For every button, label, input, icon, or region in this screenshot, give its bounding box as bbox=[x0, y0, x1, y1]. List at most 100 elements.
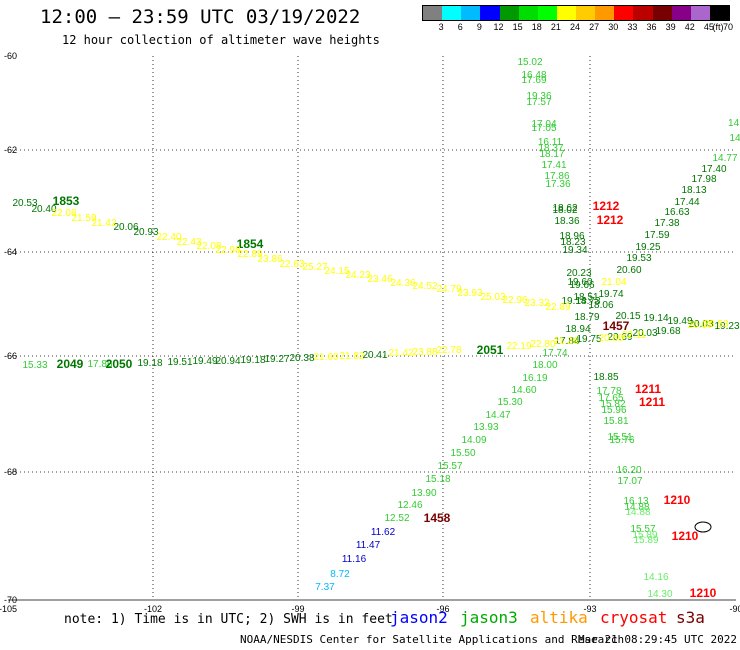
pass-time-label: 1210 bbox=[672, 529, 699, 543]
color-scale-bar bbox=[422, 5, 730, 21]
pass-time-label: 1211 bbox=[639, 395, 665, 409]
color-scale-tick-label: 42 bbox=[684, 22, 695, 32]
color-swatch bbox=[595, 6, 615, 20]
pass-time-label: 1210 bbox=[690, 586, 717, 600]
wave-height-label: 22.08 bbox=[51, 208, 76, 219]
wave-height-label: 24.36 bbox=[390, 278, 415, 289]
wave-height-label: 18.51 bbox=[573, 292, 598, 303]
latitude-label: -62 bbox=[4, 145, 17, 155]
wave-height-label: 17.86 bbox=[544, 171, 569, 182]
color-scale-tick-label: 33 bbox=[627, 22, 638, 32]
wave-height-label: 17.04 bbox=[531, 119, 556, 130]
longitude-label: -99 bbox=[291, 604, 304, 614]
wave-height-label: 22.98 bbox=[215, 245, 240, 256]
wave-height-label: 25.03 bbox=[480, 292, 505, 303]
wave-height-label: 21.82 bbox=[339, 351, 364, 362]
wave-height-label: 20.40 bbox=[31, 204, 56, 215]
wave-height-label: 22.19 bbox=[506, 341, 531, 352]
wave-height-label: 15.57 bbox=[630, 524, 655, 535]
wave-height-label: 21.26 bbox=[553, 336, 578, 347]
map-subtitle: 12 hour collection of altimeter wave hei… bbox=[62, 33, 380, 47]
wave-height-label: 18.79 bbox=[574, 312, 599, 323]
wave-height-label: 20.60 bbox=[616, 265, 641, 276]
wave-height-label: 14.88 bbox=[625, 507, 650, 518]
wave-height-label: 19.18 bbox=[240, 355, 265, 366]
satellite-legend-item: cryosat bbox=[600, 608, 668, 627]
wave-height-label: 18.73 bbox=[575, 296, 600, 307]
wave-height-label: 19.51 bbox=[167, 357, 192, 368]
wave-height-label: 23.88 bbox=[412, 347, 437, 358]
wave-height-label: 17.07 bbox=[617, 476, 642, 487]
wave-height-label: 19.34 bbox=[562, 245, 587, 256]
wave-height-label: 22.63 bbox=[279, 259, 304, 270]
wave-height-label: 18.36 bbox=[554, 216, 579, 227]
wave-height-label: 19.53 bbox=[626, 253, 651, 264]
wave-height-label: 16.11 bbox=[538, 137, 563, 148]
wave-height-label: 19.74 bbox=[598, 289, 623, 300]
color-scale-tick-label: 24 bbox=[569, 22, 581, 32]
pass-time-label: 2050 bbox=[106, 357, 133, 371]
wave-height-label: 7.37 bbox=[315, 582, 335, 593]
latitude-label: -68 bbox=[4, 467, 17, 477]
satellite-legend-item: s3a bbox=[676, 608, 705, 627]
color-scale-tick-label: 39 bbox=[665, 22, 676, 32]
color-swatch bbox=[576, 6, 596, 20]
wave-height-label: 15.81 bbox=[603, 416, 628, 427]
wave-height-label: 15.51 bbox=[607, 432, 632, 443]
wave-height-label: 14.77 bbox=[712, 153, 737, 164]
wave-height-label: 19.14 bbox=[643, 313, 668, 324]
pass-time-label: 1853 bbox=[53, 194, 80, 208]
wave-height-label: 20.06 bbox=[113, 222, 138, 233]
wave-height-label: 15.50 bbox=[450, 448, 475, 459]
pass-time-label: 1210 bbox=[664, 493, 691, 507]
wave-height-label: 17.84 bbox=[554, 336, 579, 347]
wave-height-label: 16.19 bbox=[522, 373, 547, 384]
wave-height-label: 20.03 bbox=[632, 328, 657, 339]
wave-height-label: 15.02 bbox=[517, 57, 542, 68]
wave-height-label: 19.49 bbox=[192, 356, 217, 367]
wave-height-label: 19.75 bbox=[576, 334, 601, 345]
color-scale-unit: (ft) bbox=[712, 22, 724, 32]
wave-height-label: 17.44 bbox=[674, 197, 699, 208]
wave-height-label: 8.72 bbox=[330, 569, 350, 580]
wave-height-label: 14.30 bbox=[647, 589, 672, 600]
wave-height-label: 14.60 bbox=[511, 385, 536, 396]
wave-height-label: 20.53 bbox=[703, 319, 728, 330]
wave-height-label: 20.41 bbox=[362, 350, 387, 361]
wave-height-label: 17.41 bbox=[541, 160, 566, 171]
satellite-legend-item: altika bbox=[530, 608, 588, 627]
wave-height-label: 20.38 bbox=[289, 353, 314, 364]
color-scale-tick-label: 9 bbox=[476, 22, 482, 32]
wave-height-label: 22.78 bbox=[436, 345, 461, 356]
wave-height-label: 17.40 bbox=[701, 164, 726, 175]
wave-height-label: 11.47 bbox=[356, 540, 381, 551]
wave-height-label: 24.79 bbox=[436, 284, 461, 295]
wave-height-label: 22.89 bbox=[545, 302, 570, 313]
wave-height-label: 18.13 bbox=[681, 185, 706, 196]
footer-note: note: 1) Time is in UTC; 2) SWH is in fe… bbox=[64, 612, 393, 627]
wave-height-label: 18.23 bbox=[560, 237, 585, 248]
wave-height-label: 18.94 bbox=[565, 324, 590, 335]
wave-height-label: 16.13 bbox=[623, 496, 648, 507]
color-swatch bbox=[423, 6, 443, 20]
wave-height-label: 21.42 bbox=[388, 348, 413, 359]
wave-height-label: 21.42 bbox=[91, 218, 116, 229]
wave-height-label: 14 bbox=[729, 133, 740, 144]
latitude-label: -60 bbox=[4, 51, 17, 61]
color-swatch bbox=[690, 6, 710, 20]
pass-time-label: 1212 bbox=[597, 213, 624, 227]
longitude-label: -102 bbox=[144, 604, 162, 614]
color-scale-tick-label: 21 bbox=[550, 22, 561, 32]
wave-height-label: 19.36 bbox=[526, 91, 551, 102]
wave-height-label: 20.88 bbox=[598, 333, 623, 344]
latitude-label: -70 bbox=[4, 595, 17, 605]
wave-height-label: 18.37 bbox=[538, 143, 563, 154]
color-scale-ticks: 3 6 9 12 15 18 21 24 27 30 33 36 39 42 45 70 (ft) bbox=[422, 22, 736, 34]
wave-height-label: 18.96 bbox=[559, 231, 584, 242]
pass-time-label: 1854 bbox=[237, 237, 264, 251]
color-swatch bbox=[518, 6, 538, 20]
wave-height-label: 11.62 bbox=[371, 527, 396, 538]
wave-height-label: 17.59 bbox=[644, 230, 669, 241]
color-scale-tick-label: 18 bbox=[531, 22, 542, 32]
